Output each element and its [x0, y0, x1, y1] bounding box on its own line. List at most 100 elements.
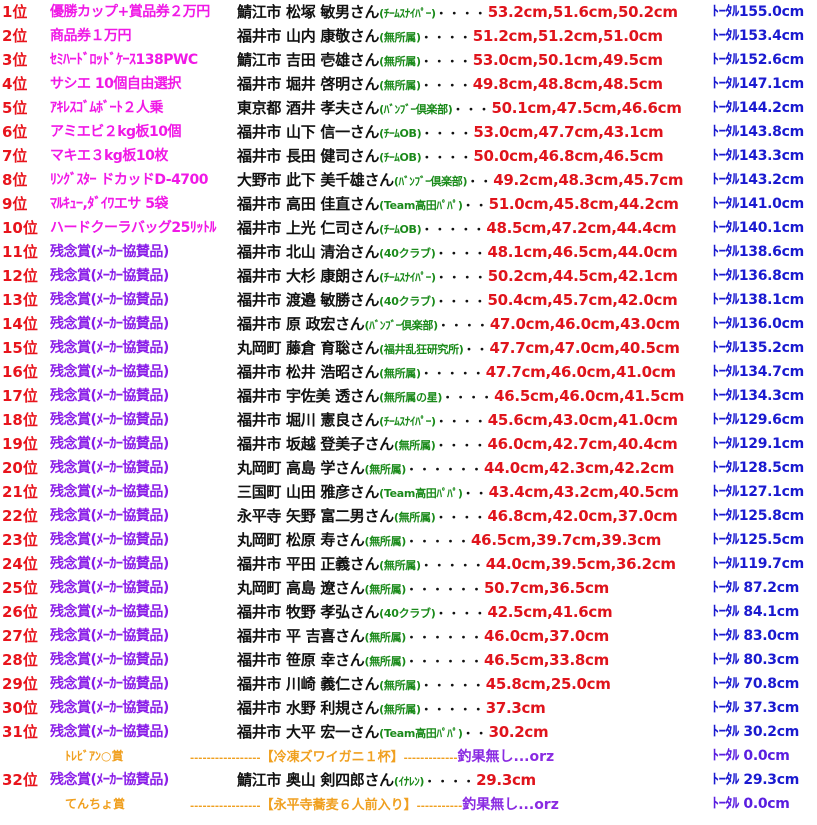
leader-dots: ・・・・ [421, 127, 474, 140]
participant-affiliation: (無所属) [393, 511, 436, 524]
participant-entry: 福井市 堀井 啓明さん(無所属)・・・・49.8cm,48.8cm,48.5cm [237, 72, 663, 98]
catch-sizes: 43.4cm,43.2cm,40.5cm [488, 483, 679, 501]
prize-name: 残念賞(ﾒｰｶｰ協賛品) [50, 316, 169, 332]
total-length: ﾄｰﾀﾙ127.1cm [712, 480, 804, 504]
leader-dots: ・・・・ [437, 319, 490, 332]
rank-label: 12位 [2, 267, 38, 285]
participant-city: 丸岡町 [237, 531, 282, 549]
participant-affiliation: (Team高田ﾊﾟﾊﾟ) [379, 727, 463, 740]
total-label: ﾄｰﾀﾙ [712, 388, 739, 404]
total-label: ﾄｰﾀﾙ [712, 412, 739, 428]
participant-name: 奥山 剣四郎さん [286, 771, 394, 789]
participant-affiliation: (無所属) [379, 31, 421, 44]
rank-label: 9位 [2, 195, 28, 213]
total-value: 152.6cm [738, 52, 804, 68]
ranking-row: 27位 残念賞(ﾒｰｶｰ協賛品) 福井市 平 吉喜さん(無所属)・・・・・・46.0… [0, 624, 817, 648]
total-value: 153.4cm [738, 28, 804, 44]
prize-name: 商品券１万円 [50, 28, 132, 44]
total-length: ﾄｰﾀﾙ143.8cm [712, 120, 804, 144]
total-length: ﾄｰﾀﾙ 29.3cm [712, 768, 799, 792]
participant-name: 矢野 富二男さん [286, 507, 394, 525]
catch-sizes: 53.2cm,51.6cm,50.2cm [487, 3, 678, 21]
total-value: 141.0cm [738, 196, 804, 212]
ranking-row: 19位 残念賞(ﾒｰｶｰ協賛品) 福井市 坂越 登美子さん(無所属)・・・・46.0… [0, 432, 817, 456]
participant-affiliation: (ｲﾅﾚﾝ) [393, 775, 425, 788]
total-value: 84.1cm [743, 604, 800, 620]
prize-name: ﾏﾙｷｭｰ,ﾀﾞｲﾜエサ 5袋 [50, 196, 168, 212]
participant-entry: 福井市 坂越 登美子さん(無所属)・・・・46.0cm,42.7cm,40.4c… [237, 432, 678, 458]
total-value: 125.5cm [738, 532, 804, 548]
rank-label: 20位 [2, 459, 38, 477]
catch-sizes: 50.0cm,46.8cm,46.5cm [473, 147, 664, 165]
total-label: ﾄｰﾀﾙ [712, 4, 739, 20]
catch-sizes: 49.2cm,48.3cm,45.7cm [493, 171, 684, 189]
participant-name: 山内 康敬さん [286, 27, 380, 45]
leader-dots: ・・・・ [435, 511, 488, 524]
total-label: ﾄｰﾀﾙ [712, 508, 739, 524]
prize-name: 残念賞(ﾒｰｶｰ協賛品) [50, 412, 169, 428]
participant-affiliation: (福井乱狂研究所) [379, 343, 464, 356]
prize-name: ｱｷﾚｽｺﾞﾑﾎﾞｰﾄ２人乗 [50, 100, 164, 116]
catch-sizes: 48.1cm,46.5cm,44.0cm [487, 243, 678, 261]
total-value: 70.8cm [743, 676, 800, 692]
total-label: ﾄｰﾀﾙ [712, 628, 739, 644]
leader-dots: ・・・・・ [420, 679, 486, 692]
prize-name: 残念賞(ﾒｰｶｰ協賛品) [50, 436, 169, 452]
participant-city: 福井市 [237, 27, 282, 45]
total-length: ﾄｰﾀﾙ134.3cm [712, 384, 804, 408]
participant-entry: 福井市 山内 康敬さん(無所属)・・・・51.2cm,51.2cm,51.0cm [237, 24, 663, 50]
total-value: 127.1cm [738, 484, 804, 500]
participant-affiliation: (ﾁｰﾑｽﾅｲﾊﾟｰ) [379, 415, 436, 428]
participant-city: 福井市 [237, 219, 282, 237]
participant-affiliation: (40クラブ) [379, 607, 436, 620]
total-length: ﾄｰﾀﾙ 84.1cm [712, 600, 799, 624]
participant-entry: 鯖江市 松塚 敏男さん(ﾁｰﾑｽﾅｲﾊﾟｰ)・・・・53.2cm,51.6cm,… [237, 0, 678, 26]
ranking-row: 32位 残念賞(ﾒｰｶｰ協賛品) 鯖江市 奥山 剣四郎さん(ｲﾅﾚﾝ)・・・・29.… [0, 768, 817, 792]
total-length: ﾄｰﾀﾙ125.8cm [712, 504, 804, 528]
ranking-row: 31位 残念賞(ﾒｰｶｰ協賛品) 福井市 大平 宏一さん(Team高田ﾊﾟﾊﾟ)・・… [0, 720, 817, 744]
total-value: 0.0cm [743, 796, 790, 812]
participant-entry: 東京都 酒井 孝夫さん(ﾊﾞﾝﾌﾞｰ倶楽部)・・・50.1cm,47.5cm,4… [237, 96, 682, 122]
catch-sizes: 50.2cm,44.5cm,42.1cm [487, 267, 678, 285]
participant-name: 松塚 敏男さん [286, 3, 380, 21]
rank-label: 32位 [2, 771, 38, 789]
total-length: ﾄｰﾀﾙ129.1cm [712, 432, 804, 456]
participant-affiliation: (無所属) [393, 439, 436, 452]
catch-sizes: 53.0cm,50.1cm,49.5cm [472, 51, 663, 69]
participant-entry: 福井市 大平 宏一さん(Team高田ﾊﾟﾊﾟ)・・30.2cm [237, 720, 549, 746]
total-label: ﾄｰﾀﾙ [712, 52, 739, 68]
catch-sizes: 29.3cm [476, 771, 536, 789]
rank-label: 30位 [2, 699, 38, 717]
total-value: 134.7cm [738, 364, 804, 380]
participant-city: 鯖江市 [237, 51, 282, 69]
total-value: 128.5cm [738, 460, 804, 476]
rank-label: 28位 [2, 651, 38, 669]
total-value: 155.0cm [738, 4, 804, 20]
leader-dots: ・・・・ [435, 607, 488, 620]
prize-name: マキエ３kg板10枚 [50, 148, 168, 164]
dash-separator: ----------------- [190, 753, 261, 764]
participant-city: 福井市 [237, 435, 282, 453]
total-value: 134.3cm [738, 388, 804, 404]
participant-affiliation: (Team高田ﾊﾟﾊﾟ) [379, 199, 463, 212]
prize-name: 残念賞(ﾒｰｶｰ協賛品) [50, 604, 169, 620]
participant-entry: 永平寺 矢野 富二男さん(無所属)・・・・46.8cm,42.0cm,37.0c… [237, 504, 678, 530]
participant-city: 福井市 [237, 147, 282, 165]
total-length: ﾄｰﾀﾙ143.2cm [712, 168, 804, 192]
prize-name: 残念賞(ﾒｰｶｰ協賛品) [50, 292, 169, 308]
prize-name: 残念賞(ﾒｰｶｰ協賛品) [50, 676, 169, 692]
total-label: ﾄｰﾀﾙ [712, 76, 739, 92]
total-length: ﾄｰﾀﾙ134.7cm [712, 360, 804, 384]
total-length: ﾄｰﾀﾙ141.0cm [712, 192, 804, 216]
participant-name: 渡邉 敏勝さん [286, 291, 380, 309]
participant-city: 三国町 [237, 483, 282, 501]
catch-result: 釣果無し...orz [462, 797, 559, 813]
ranking-row: 5位 ｱｷﾚｽｺﾞﾑﾎﾞｰﾄ２人乗 東京都 酒井 孝夫さん(ﾊﾞﾝﾌﾞｰ倶楽部)・・… [0, 96, 817, 120]
ranking-row: 22位 残念賞(ﾒｰｶｰ協賛品) 永平寺 矢野 富二男さん(無所属)・・・・46.8… [0, 504, 817, 528]
prize-name: 残念賞(ﾒｰｶｰ協賛品) [50, 460, 169, 476]
rank-label: 6位 [2, 123, 28, 141]
participant-affiliation: (無所属) [364, 583, 407, 596]
total-value: 87.2cm [743, 580, 800, 596]
rank-label: 8位 [2, 171, 28, 189]
participant-affiliation: (ﾊﾞﾝﾌﾞｰ倶楽部) [393, 175, 468, 188]
